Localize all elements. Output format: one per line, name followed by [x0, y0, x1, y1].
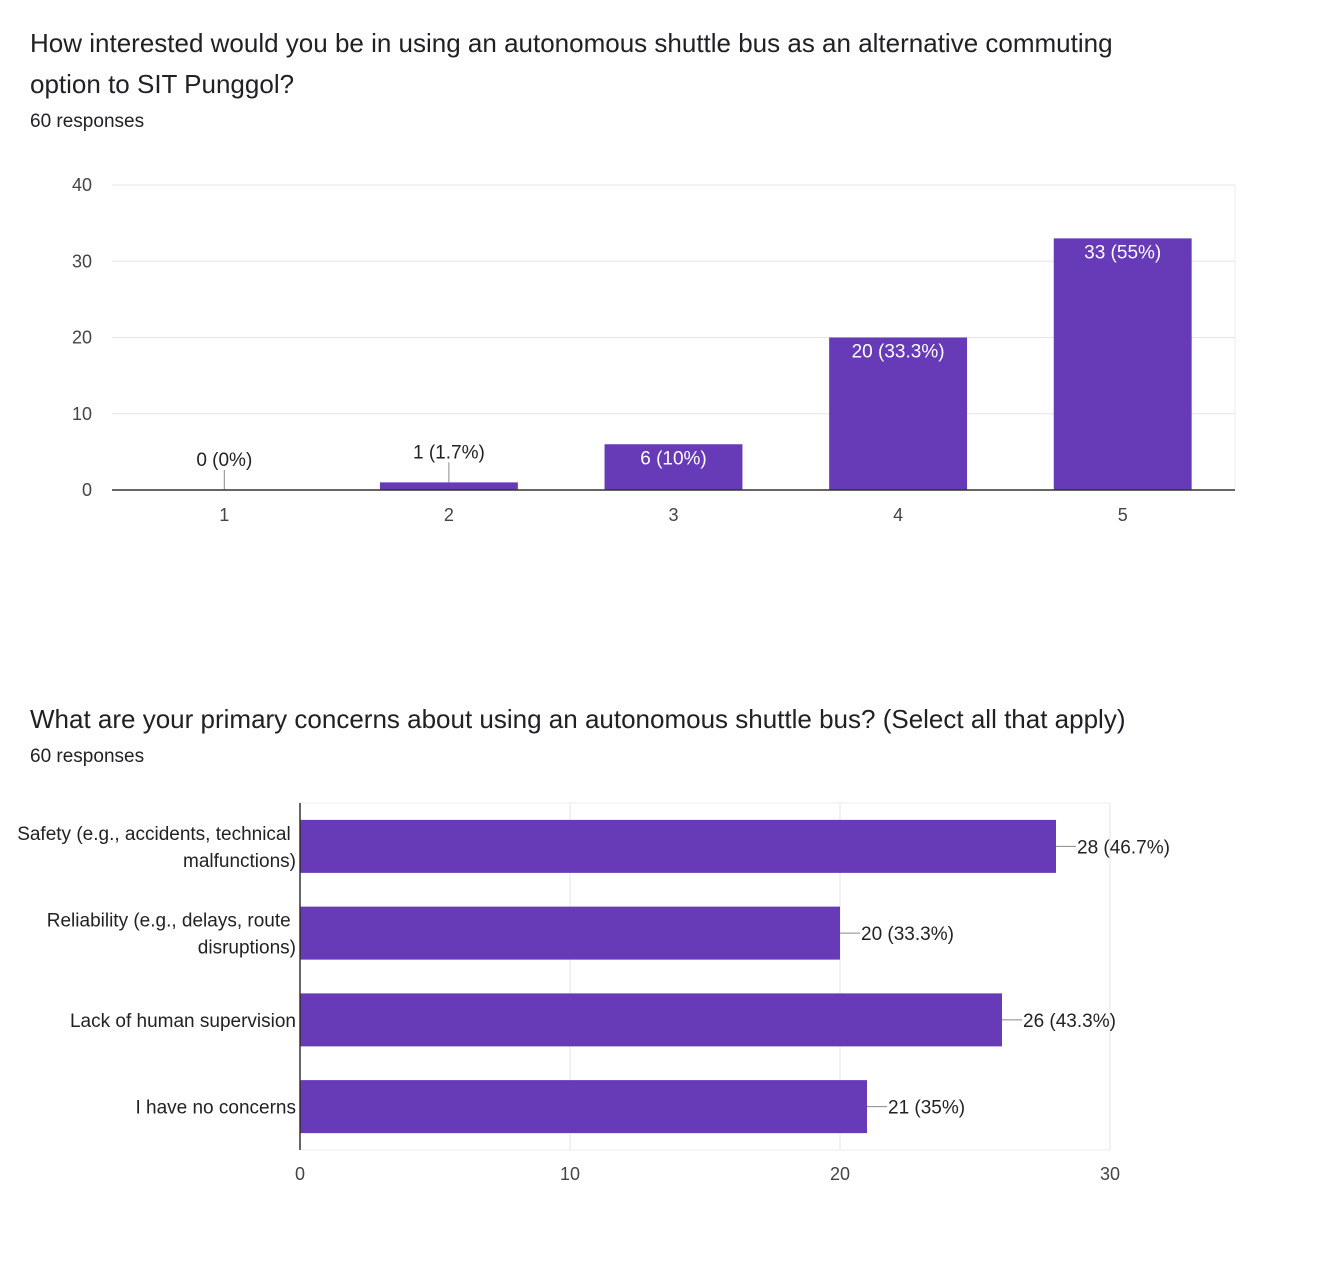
x-tick-label: 20 [830, 1164, 850, 1184]
bar [604, 444, 743, 490]
y-tick-label: Lack of human supervision [70, 1011, 296, 1032]
y-tick-label: 40 [72, 175, 92, 195]
value-label: 0 (0%) [196, 450, 252, 471]
value-label: 26 (43.3%) [1023, 1011, 1116, 1032]
value-label: 20 (33.3%) [852, 342, 945, 363]
x-tick-label: 10 [560, 1164, 580, 1184]
bar [300, 1080, 867, 1134]
y-tick-label: 10 [72, 404, 92, 424]
y-tick-label: 20 [72, 328, 92, 348]
value-label: 21 (35%) [888, 1098, 965, 1119]
x-tick-label: 1 [219, 505, 229, 525]
x-tick-label: 2 [444, 505, 454, 525]
bar [300, 906, 840, 960]
value-label: 20 (33.3%) [861, 924, 954, 945]
bar [379, 482, 518, 490]
chart-subtitle: 60 responses [30, 111, 144, 132]
bar [1053, 238, 1192, 490]
y-tick-label: I have no concerns [135, 1098, 296, 1119]
bar [300, 993, 1002, 1047]
chart-title: What are your primary concerns about usi… [30, 704, 1125, 734]
y-tick-label: 0 [82, 480, 92, 500]
y-tick-label: Safety (e.g., accidents, technical malfu… [17, 824, 296, 872]
chart-title: How interested would you be in using an … [30, 28, 1120, 99]
x-tick-label: 0 [295, 1164, 305, 1184]
y-tick-label: Reliability (e.g., delays, route disrupt… [47, 911, 296, 959]
x-tick-label: 5 [1118, 505, 1128, 525]
bar [829, 337, 968, 490]
x-tick-label: 4 [893, 505, 903, 525]
x-tick-label: 3 [668, 505, 678, 525]
value-label: 33 (55%) [1084, 242, 1161, 263]
value-label: 28 (46.7%) [1077, 837, 1170, 858]
x-tick-label: 30 [1100, 1164, 1120, 1184]
bar [300, 819, 1056, 873]
chart-subtitle: 60 responses [30, 746, 144, 767]
value-label: 6 (10%) [640, 448, 707, 469]
value-label: 1 (1.7%) [413, 442, 485, 463]
y-tick-label: 30 [72, 251, 92, 271]
